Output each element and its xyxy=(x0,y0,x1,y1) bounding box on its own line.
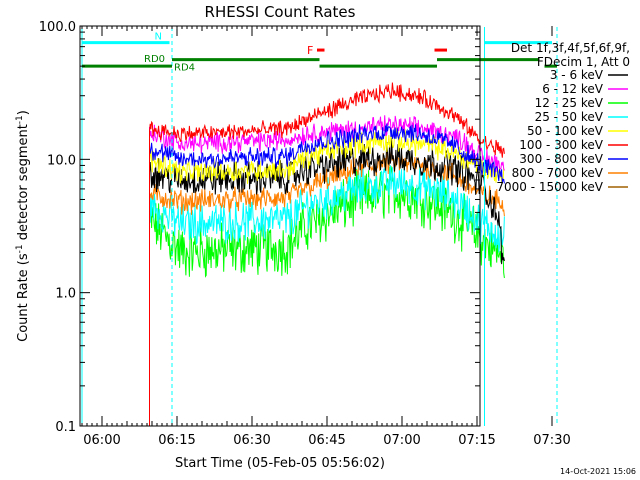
legend-label: 7000 - 15000 keV xyxy=(496,180,603,194)
x-tick-label: 06:30 xyxy=(233,433,270,448)
y-axis-label-part3: ) xyxy=(16,110,31,115)
axes-layer: 100.0 10.0 1.0 0.1 06:00 06:15 06:30 06:45 07:00… xyxy=(39,20,571,448)
legend-header: FDecim 1, Att 0 xyxy=(537,55,630,69)
series-line xyxy=(149,82,505,426)
series-layer xyxy=(149,82,505,426)
x-axis-label: Start Time (05-Feb-05 05:56:02) xyxy=(175,456,385,471)
y-axis-label-sup1: -1 xyxy=(15,244,25,253)
series-line xyxy=(149,127,505,426)
x-tick-label: 07:00 xyxy=(383,433,420,448)
y-axis-label-part1: Count Rate (s xyxy=(16,253,31,342)
chart-title: RHESSI Count Rates xyxy=(205,3,356,21)
series-line xyxy=(149,162,505,426)
legend-label: 100 - 300 keV xyxy=(519,138,603,152)
x-tick-label: 06:15 xyxy=(158,433,195,448)
y-axis-label: Count Rate (s-1 detector segment-1) xyxy=(15,110,31,342)
y-tick-label: 100.0 xyxy=(39,20,76,35)
y-axis-label-part2: detector segment xyxy=(16,124,31,244)
green-bar-label: RD4 xyxy=(174,63,195,74)
series-line xyxy=(149,149,505,426)
series-line xyxy=(149,123,505,426)
legend: Det 1f,3f,4f,5f,6f,9f,FDecim 1, Att 03 -… xyxy=(496,41,630,194)
legend-label: 800 - 7000 keV xyxy=(512,166,604,180)
marker-layer: N RD0 RD4 F xyxy=(81,27,558,426)
x-tick-label: 06:00 xyxy=(83,433,120,448)
x-tick-label: 07:15 xyxy=(458,433,495,448)
series-line xyxy=(149,115,505,426)
legend-label: 300 - 800 keV xyxy=(519,152,603,166)
y-tick-label: 1.0 xyxy=(55,287,76,302)
legend-label: 50 - 100 keV xyxy=(527,124,604,138)
green-bar-label: RD0 xyxy=(144,54,165,65)
y-tick-label: 10.0 xyxy=(47,153,76,168)
legend-label: 6 - 12 keV xyxy=(542,82,604,96)
plot-frame xyxy=(79,25,481,427)
legend-label: 3 - 6 keV xyxy=(550,68,604,82)
red-bar-label: F xyxy=(307,44,313,57)
cyan-bar-label: N xyxy=(155,32,162,43)
legend-label: 12 - 25 keV xyxy=(535,96,604,110)
legend-label: 25 - 50 keV xyxy=(535,110,604,124)
footer-timestamp: 14-Oct-2021 15:06 xyxy=(560,467,636,476)
x-tick-label: 07:30 xyxy=(533,433,570,448)
legend-header: Det 1f,3f,4f,5f,6f,9f, xyxy=(511,41,630,55)
x-tick-label: 06:45 xyxy=(308,433,345,448)
y-tick-label: 0.1 xyxy=(55,420,76,435)
y-axis-label-sup2: -1 xyxy=(15,115,25,124)
